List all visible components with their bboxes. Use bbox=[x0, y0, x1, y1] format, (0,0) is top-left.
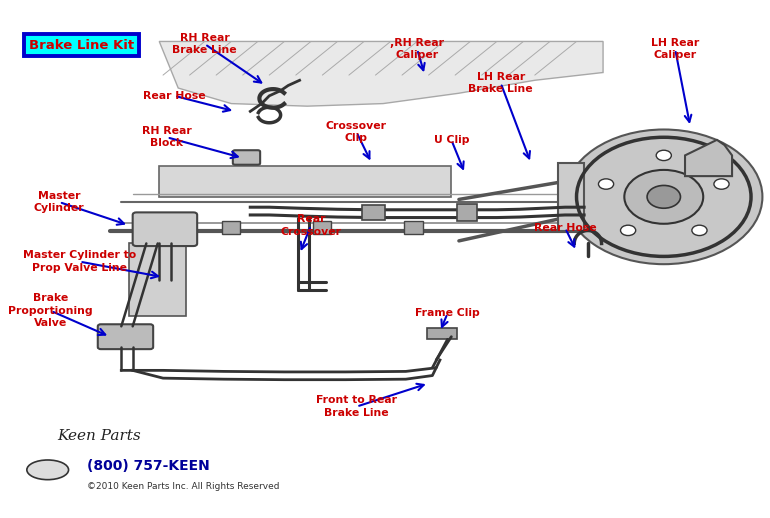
Text: (800) 757-KEEN: (800) 757-KEEN bbox=[87, 459, 210, 473]
Circle shape bbox=[621, 225, 636, 236]
Text: Rear Hose: Rear Hose bbox=[534, 223, 597, 233]
Circle shape bbox=[598, 179, 614, 189]
Circle shape bbox=[624, 170, 703, 224]
Text: LH Rear
Caliper: LH Rear Caliper bbox=[651, 38, 699, 61]
Circle shape bbox=[714, 179, 729, 189]
Bar bbox=[362, 205, 384, 220]
Text: Brake
Proportioning
Valve: Brake Proportioning Valve bbox=[8, 293, 93, 328]
FancyBboxPatch shape bbox=[233, 150, 260, 165]
Text: LH Rear
Brake Line: LH Rear Brake Line bbox=[468, 71, 533, 94]
Bar bbox=[313, 221, 331, 234]
Text: Rear
Crossover: Rear Crossover bbox=[280, 214, 341, 237]
Text: RH Rear
Brake Line: RH Rear Brake Line bbox=[172, 33, 237, 55]
Bar bbox=[427, 328, 457, 339]
Bar bbox=[404, 221, 423, 234]
Polygon shape bbox=[557, 163, 584, 231]
Text: U Clip: U Clip bbox=[434, 135, 469, 145]
Text: Master Cylinder to
Prop Valve Line: Master Cylinder to Prop Valve Line bbox=[23, 250, 136, 273]
Bar bbox=[223, 221, 240, 234]
FancyBboxPatch shape bbox=[98, 324, 153, 349]
Text: ©2010 Keen Parts Inc. All Rights Reserved: ©2010 Keen Parts Inc. All Rights Reserve… bbox=[87, 482, 280, 492]
FancyBboxPatch shape bbox=[457, 204, 477, 221]
Polygon shape bbox=[129, 243, 186, 316]
Circle shape bbox=[692, 225, 707, 236]
Polygon shape bbox=[159, 41, 603, 106]
FancyBboxPatch shape bbox=[132, 212, 197, 246]
Text: ,RH Rear
Caliper: ,RH Rear Caliper bbox=[390, 38, 444, 61]
Circle shape bbox=[647, 185, 681, 208]
Text: Front to Rear
Brake Line: Front to Rear Brake Line bbox=[316, 395, 397, 418]
Polygon shape bbox=[685, 140, 732, 176]
Text: RH Rear
Block: RH Rear Block bbox=[142, 126, 192, 149]
Polygon shape bbox=[159, 166, 451, 197]
Text: Keen Parts: Keen Parts bbox=[57, 429, 141, 443]
Circle shape bbox=[656, 150, 671, 161]
Ellipse shape bbox=[27, 460, 69, 480]
Text: Master
Cylinder: Master Cylinder bbox=[34, 191, 85, 213]
Text: Crossover
Clip: Crossover Clip bbox=[326, 121, 387, 143]
Circle shape bbox=[565, 130, 762, 264]
Text: Frame Clip: Frame Clip bbox=[415, 308, 480, 319]
Text: Brake Line Kit: Brake Line Kit bbox=[29, 39, 134, 52]
Text: Rear Hose: Rear Hose bbox=[143, 91, 206, 101]
